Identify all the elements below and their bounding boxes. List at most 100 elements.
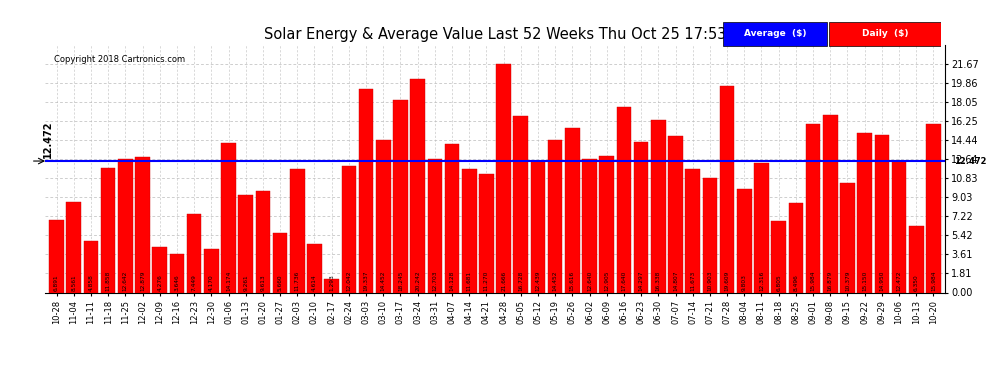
Bar <box>393 100 408 292</box>
Text: 18.245: 18.245 <box>398 270 403 291</box>
Bar <box>445 144 459 292</box>
Text: 4.276: 4.276 <box>157 274 162 291</box>
Bar <box>582 159 597 292</box>
Bar <box>273 233 287 292</box>
Text: 15.150: 15.150 <box>862 270 867 291</box>
Text: 4.614: 4.614 <box>312 274 317 291</box>
Bar <box>325 279 339 292</box>
Bar <box>806 124 821 292</box>
Text: Copyright 2018 Cartronics.com: Copyright 2018 Cartronics.com <box>53 55 185 64</box>
Text: 14.128: 14.128 <box>449 270 454 291</box>
Bar <box>307 244 322 292</box>
Text: 12.472: 12.472 <box>897 270 902 291</box>
Text: 8.496: 8.496 <box>793 274 798 291</box>
Text: 14.297: 14.297 <box>639 270 644 291</box>
Bar <box>479 174 494 292</box>
Text: 17.640: 17.640 <box>622 270 627 291</box>
Bar <box>496 64 511 292</box>
Bar <box>771 221 786 292</box>
Text: 14.452: 14.452 <box>381 270 386 291</box>
Bar <box>926 124 940 292</box>
Text: 12.642: 12.642 <box>123 270 128 291</box>
Text: 11.681: 11.681 <box>466 271 471 291</box>
Text: 10.903: 10.903 <box>708 270 713 291</box>
Text: 19.337: 19.337 <box>363 270 368 291</box>
Text: 9.803: 9.803 <box>742 274 746 291</box>
Bar <box>600 156 614 292</box>
Bar <box>410 79 425 292</box>
Text: 8.561: 8.561 <box>71 274 76 291</box>
Text: 15.984: 15.984 <box>931 270 936 291</box>
Text: 3.646: 3.646 <box>174 274 179 291</box>
Text: 1.293: 1.293 <box>329 274 335 291</box>
Text: 11.736: 11.736 <box>295 271 300 291</box>
Bar <box>617 106 632 292</box>
Bar <box>565 128 580 292</box>
Text: 12.472: 12.472 <box>43 120 53 158</box>
Bar <box>754 163 769 292</box>
Bar <box>239 195 253 292</box>
FancyBboxPatch shape <box>723 22 828 46</box>
Text: 15.984: 15.984 <box>811 270 816 291</box>
Bar <box>668 136 683 292</box>
Text: 9.613: 9.613 <box>260 274 265 291</box>
Bar <box>514 116 528 292</box>
Bar <box>50 220 64 292</box>
Text: 6.805: 6.805 <box>776 274 781 291</box>
Text: 12.703: 12.703 <box>433 270 438 291</box>
Bar <box>221 143 236 292</box>
Bar <box>789 203 803 292</box>
Text: 14.452: 14.452 <box>552 270 557 291</box>
Bar <box>66 202 81 292</box>
Bar <box>857 133 872 292</box>
Bar <box>169 254 184 292</box>
Bar <box>909 226 924 292</box>
Bar <box>204 249 219 292</box>
Text: 12.879: 12.879 <box>140 270 146 291</box>
Bar <box>892 161 906 292</box>
Bar <box>874 135 889 292</box>
Text: 12.905: 12.905 <box>604 270 609 291</box>
Bar <box>841 183 854 292</box>
Bar <box>101 168 116 292</box>
Text: 14.950: 14.950 <box>879 270 884 291</box>
FancyBboxPatch shape <box>830 22 940 46</box>
Bar <box>634 142 648 292</box>
Text: 9.261: 9.261 <box>244 274 248 291</box>
Text: 16.338: 16.338 <box>655 270 661 291</box>
Text: 14.807: 14.807 <box>673 270 678 291</box>
Bar <box>531 161 545 292</box>
Text: 4.170: 4.170 <box>209 274 214 291</box>
Text: 16.728: 16.728 <box>519 270 524 291</box>
Bar <box>462 170 476 292</box>
Text: 4.858: 4.858 <box>88 274 93 291</box>
Bar <box>376 140 390 292</box>
Bar <box>358 88 373 292</box>
Bar <box>651 120 665 292</box>
Text: 6.350: 6.350 <box>914 274 919 291</box>
Text: 19.609: 19.609 <box>725 270 730 291</box>
Bar <box>84 241 98 292</box>
Text: 11.673: 11.673 <box>690 271 695 291</box>
Text: Average  ($): Average ($) <box>743 29 806 38</box>
Bar <box>703 178 717 292</box>
Bar <box>428 159 443 292</box>
Bar <box>342 166 356 292</box>
Text: 11.270: 11.270 <box>484 270 489 291</box>
Text: 12.316: 12.316 <box>759 271 764 291</box>
Text: 12.042: 12.042 <box>346 270 351 291</box>
Text: 20.242: 20.242 <box>415 270 420 291</box>
Bar <box>255 191 270 292</box>
Text: Daily  ($): Daily ($) <box>861 29 908 38</box>
Bar <box>823 115 838 292</box>
Bar <box>737 189 751 292</box>
Text: 16.879: 16.879 <box>828 270 833 291</box>
Bar <box>152 248 167 292</box>
Text: 5.660: 5.660 <box>277 274 282 291</box>
Text: 15.616: 15.616 <box>570 271 575 291</box>
Bar <box>547 140 562 292</box>
Text: 21.666: 21.666 <box>501 271 506 291</box>
Text: 10.379: 10.379 <box>844 270 850 291</box>
Text: 12.640: 12.640 <box>587 270 592 291</box>
Text: 12.472: 12.472 <box>954 156 987 165</box>
